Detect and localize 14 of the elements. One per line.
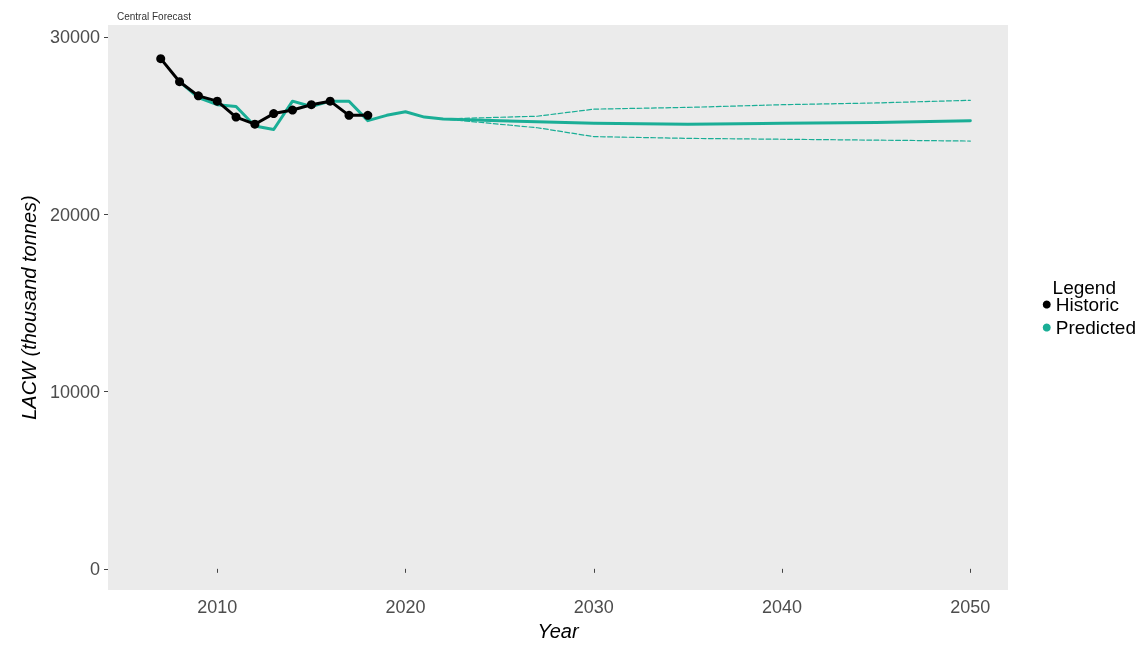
x-tick-label: 2010 <box>197 597 238 618</box>
x-tick-label: 2050 <box>950 597 991 618</box>
x-tick-label: 2020 <box>385 597 426 618</box>
y-tick-label: 10000 <box>49 381 100 402</box>
legend-label: Predicted <box>1055 317 1137 338</box>
x-axis-title: Year <box>537 620 580 642</box>
y-axis-title: LACW (thousand tonnes) <box>18 195 41 420</box>
x-tick-label: 2030 <box>573 597 614 618</box>
y-tick-label: 30000 <box>49 27 100 48</box>
legend-title: Legend <box>1052 277 1116 298</box>
y-tick-label: 20000 <box>49 204 100 225</box>
y-tick-label: 0 <box>89 558 100 579</box>
text: Central Forecast <box>117 10 192 22</box>
x-tick-label: 2040 <box>762 597 803 618</box>
